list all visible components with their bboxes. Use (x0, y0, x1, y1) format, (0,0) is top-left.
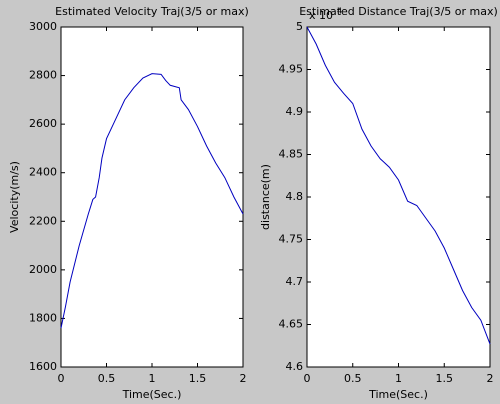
y-tick-label: 4.7 (286, 275, 304, 288)
y-multiplier: x 10 (309, 9, 333, 22)
y-tick-label: 1800 (29, 311, 57, 324)
data-line (306, 26, 491, 345)
plot-area (60, 26, 244, 368)
chart-title: Estimated Distance Traj(3/5 or max) (299, 5, 498, 18)
x-tick-label: 1.5 (189, 372, 207, 385)
x-tick-label: 2 (240, 372, 247, 385)
x-tick-label: 1.5 (436, 372, 454, 385)
y-tick-label: 2000 (29, 263, 57, 276)
y-tick-label: 4.6 (286, 360, 304, 373)
x-tick-label: 1 (395, 372, 402, 385)
y-tick-label: 4.75 (279, 233, 304, 246)
y-tick-label: 3000 (29, 20, 57, 33)
data-line (60, 73, 244, 329)
x-tick-label: 1 (149, 372, 156, 385)
y-tick-label: 4.9 (286, 105, 304, 118)
x-axis-label: Time(Sec.) (368, 388, 428, 401)
x-tick-label: 0.5 (344, 372, 362, 385)
y-tick-label: 4.65 (279, 318, 304, 331)
y-multiplier-exponent: 4 (337, 7, 342, 16)
y-tick-label: 4.8 (286, 190, 304, 203)
y-tick-label: 4.85 (279, 148, 304, 161)
x-tick-label: 2 (487, 372, 494, 385)
y-tick-label: 2800 (29, 69, 57, 82)
y-axis-label: distance(m) (259, 164, 272, 230)
chart-title: Estimated Velocity Traj(3/5 or max) (55, 5, 249, 18)
x-axis-label: Time(Sec.) (122, 388, 182, 401)
x-tick-label: 0 (58, 372, 65, 385)
y-tick-label: 5 (296, 20, 303, 33)
x-tick-label: 0.5 (98, 372, 116, 385)
y-tick-label: 2400 (29, 166, 57, 179)
y-tick-label: 4.95 (279, 63, 304, 76)
y-tick-label: 2200 (29, 214, 57, 227)
x-tick-label: 0 (304, 372, 311, 385)
plot-area (306, 26, 491, 368)
y-tick-label: 1600 (29, 360, 57, 373)
y-tick-label: 2600 (29, 117, 57, 130)
y-axis-label: Velocity(m/s) (8, 161, 21, 233)
